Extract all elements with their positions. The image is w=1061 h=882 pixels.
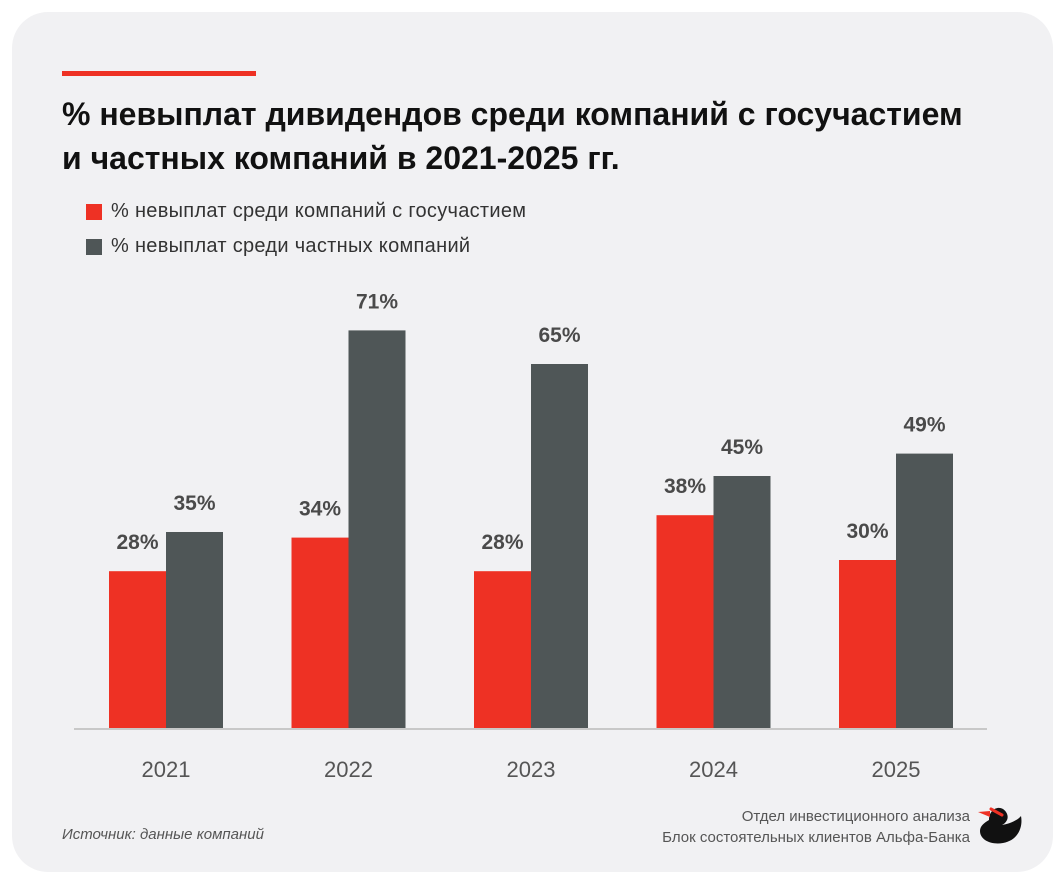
legend-item-state: % невыплат среди компаний с госучастием [86,194,526,229]
data-label-private-2025: 49% [903,414,945,437]
x-tick-2025: 2025 [872,757,921,782]
data-label-state-2022: 34% [299,498,341,521]
data-label-private-2023: 65% [538,324,580,347]
data-label-private-2021: 35% [173,492,215,515]
bar-state-2022 [291,537,349,728]
x-tick-2023: 2023 [507,757,556,782]
legend-item-private: % невыплат среди частных компаний [86,229,526,264]
bar-state-2025 [839,560,896,728]
bar-private-2021 [166,532,223,728]
bar-state-2021 [109,571,166,728]
data-label-state-2021: 28% [116,531,158,554]
bar-private-2022 [348,330,406,728]
x-tick-2021: 2021 [142,757,191,782]
duck-icon [978,807,1022,844]
accent-line [62,71,256,76]
data-label-state-2024: 38% [664,475,706,498]
bar-private-2025 [896,453,953,728]
bar-private-2023 [531,364,588,728]
x-tick-2024: 2024 [689,757,738,782]
org-credit: Отдел инвестиционного анализа Блок состо… [662,806,970,848]
chart-title: % невыплат дивидендов среди компаний с г… [62,96,963,176]
org-line-2: Блок состоятельных клиентов Альфа-Банка [662,829,970,846]
legend-label-state: % невыплат среди компаний с госучастием [111,200,527,222]
data-label-state-2023: 28% [481,531,523,554]
bar-private-2024 [713,476,771,728]
x-tick-2022: 2022 [324,757,373,782]
legend-label-private: % невыплат среди частных компаний [111,235,471,257]
data-label-private-2024: 45% [721,436,763,459]
source-note: Источник: данные компаний [62,826,264,843]
data-label-state-2025: 30% [846,520,888,543]
legend-swatch-state [86,203,102,220]
data-label-private-2022: 71% [356,290,398,313]
org-line-1: Отдел инвестиционного анализа [741,808,970,825]
legend-swatch-private [86,238,102,255]
bar-state-2024 [656,515,714,728]
bar-state-2023 [474,571,531,728]
legend: % невыплат среди компаний с госучастием … [86,194,526,264]
